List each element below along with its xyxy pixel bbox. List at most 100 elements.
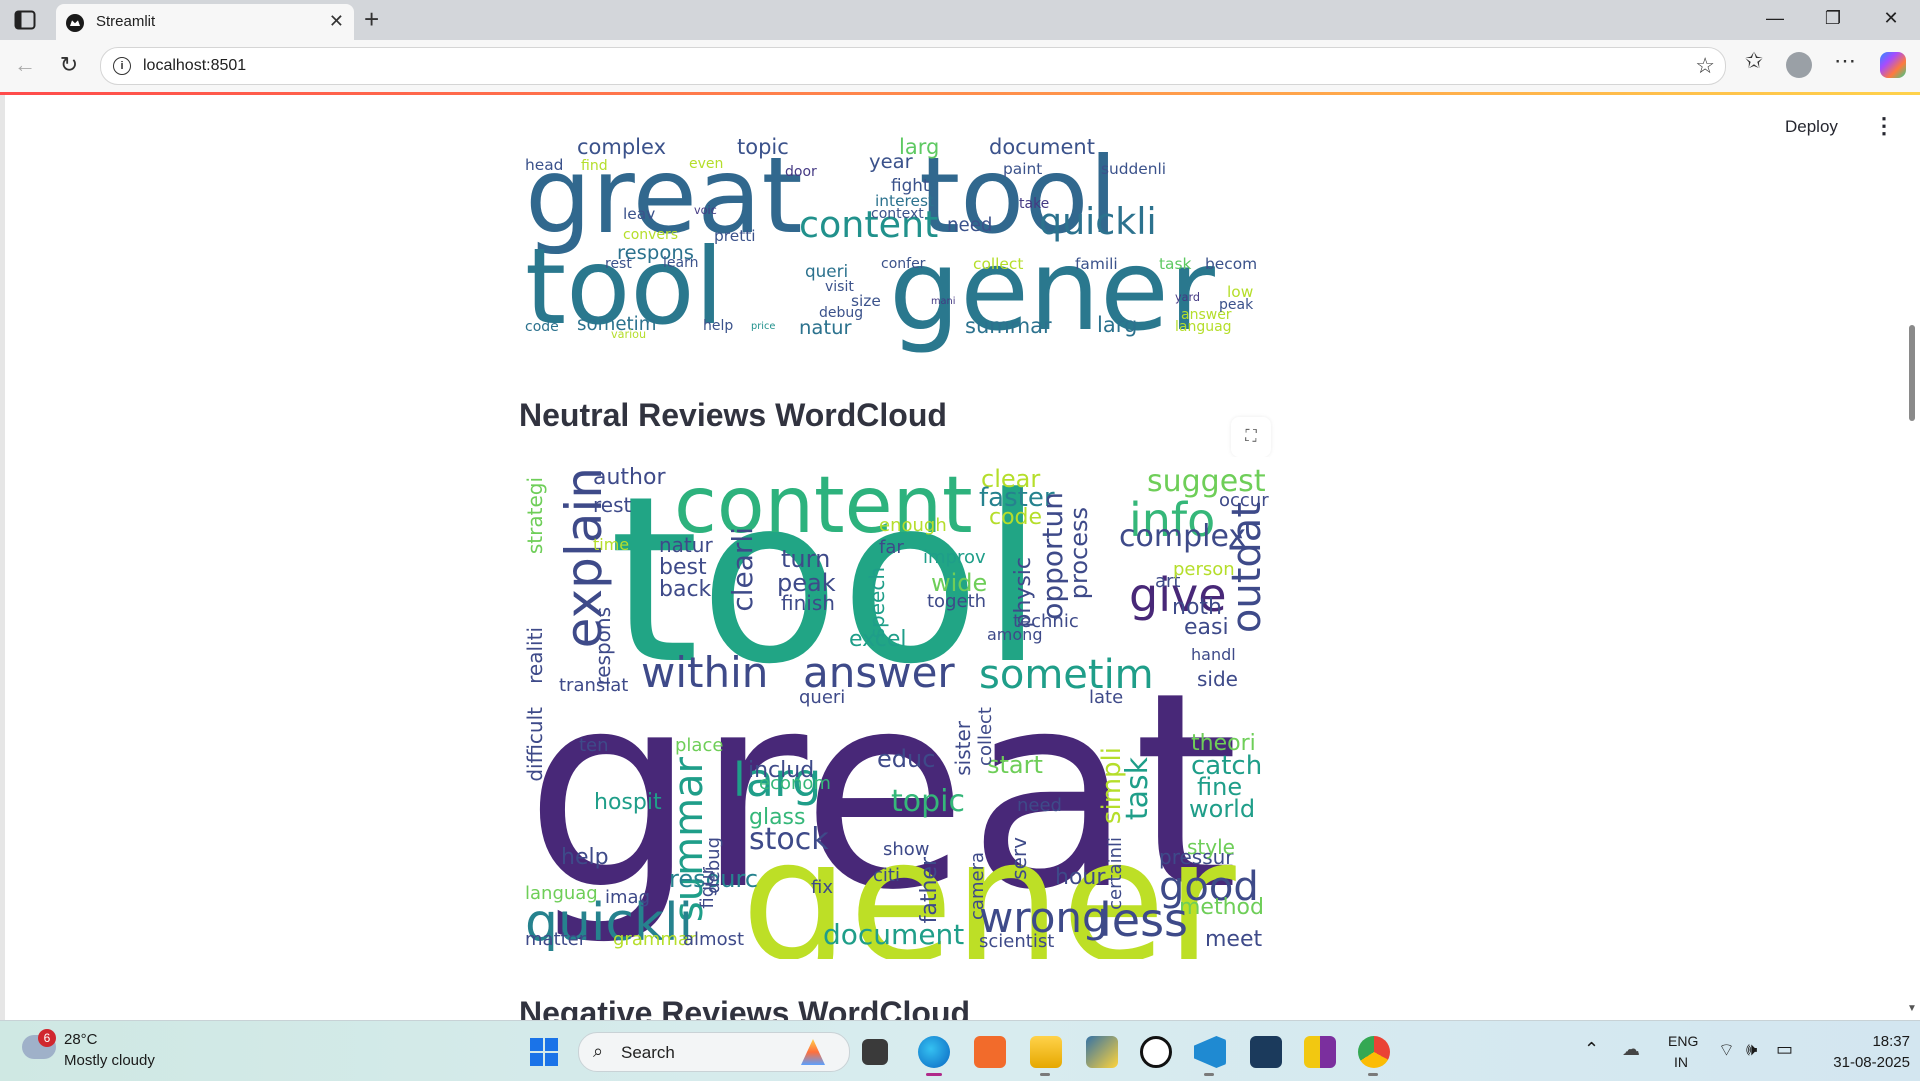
wordcloud-word: interest xyxy=(875,192,935,211)
wordcloud-word: tool xyxy=(919,135,1118,257)
profile-avatar-icon[interactable] xyxy=(1786,52,1812,78)
wordcloud-word: collect xyxy=(973,255,1024,274)
restore-icon[interactable]: ❐ xyxy=(1824,8,1842,28)
wordcloud-word: hour xyxy=(1055,865,1106,890)
wifi-icon[interactable]: ⌔ xyxy=(1718,1040,1735,1060)
terminal-app-icon[interactable] xyxy=(1250,1036,1282,1068)
wordcloud-word: almost xyxy=(683,929,745,950)
wordcloud-word: within xyxy=(641,648,769,697)
windows-start-icon[interactable] xyxy=(530,1038,558,1066)
more-options-icon[interactable]: ⋯ xyxy=(1834,48,1856,73)
wordcloud-word: sometim xyxy=(577,314,657,336)
wordcloud-word: document xyxy=(989,135,1095,159)
wordcloud-word: clearli xyxy=(726,527,759,612)
wordcloud-word: ten xyxy=(579,735,609,756)
wordcloud-word: content xyxy=(674,461,973,551)
wordcloud-word: realiti xyxy=(523,627,547,684)
tray-overflow-chevron-icon[interactable]: ⌃ xyxy=(1584,1039,1600,1059)
wordcloud-word: among xyxy=(987,625,1043,644)
vscode-icon[interactable] xyxy=(1194,1036,1226,1068)
wordcloud-word: tool xyxy=(609,457,1045,715)
onedrive-error-icon[interactable]: ☁ xyxy=(1622,1039,1640,1059)
wordcloud-word: father xyxy=(917,857,942,924)
wordcloud-word: style xyxy=(1187,835,1235,859)
address-bar[interactable]: i localhost:8501 ☆ xyxy=(100,47,1726,85)
copilot-icon[interactable] xyxy=(1880,52,1906,78)
wordcloud-word: collect xyxy=(975,707,996,766)
new-tab-button[interactable]: + xyxy=(364,4,380,34)
wordcloud-word: take xyxy=(1019,195,1050,212)
postman-icon[interactable] xyxy=(974,1036,1006,1068)
tab-close-icon[interactable]: ✕ xyxy=(328,11,344,31)
chrome-icon[interactable] xyxy=(1358,1036,1390,1068)
back-arrow-icon[interactable]: ← xyxy=(14,52,36,77)
chatgpt-icon[interactable] xyxy=(1140,1036,1172,1068)
weather-badge: 6 xyxy=(38,1029,56,1047)
browser-toolbar: ← ↻ i localhost:8501 ☆ ✩ ⋯ xyxy=(0,40,1920,92)
browser-titlebar: Streamlit ✕ + — ❐ ✕ xyxy=(0,0,1920,40)
search-icon: ⌕ xyxy=(593,1041,604,1061)
wordcloud-word: scientist xyxy=(979,931,1055,952)
wordcloud-word: wide xyxy=(931,569,988,597)
clock-time[interactable]: 18:37 xyxy=(1872,1033,1910,1050)
wordcloud-word: good xyxy=(1159,864,1259,910)
scrollbar-thumb[interactable] xyxy=(1909,325,1915,421)
favorites-icon[interactable]: ✩ xyxy=(1744,48,1764,73)
deploy-button[interactable]: Deploy xyxy=(1785,117,1838,136)
favorite-star-icon[interactable]: ☆ xyxy=(1695,53,1715,78)
window-close-icon[interactable]: ✕ xyxy=(1883,8,1899,28)
wordcloud-word: author xyxy=(593,465,666,490)
wordcloud-word: quickli xyxy=(525,893,694,953)
minimize-icon[interactable]: — xyxy=(1766,8,1784,28)
language-region[interactable]: IN xyxy=(1674,1054,1688,1070)
reload-icon[interactable]: ↻ xyxy=(59,52,79,77)
wordcloud-word: task xyxy=(1159,255,1192,274)
wordcloud-word: suggest xyxy=(1147,464,1266,499)
wordcloud-word: convers xyxy=(623,227,679,243)
wordcloud-word: sister xyxy=(951,721,975,776)
python-icon[interactable] xyxy=(1086,1036,1118,1068)
scroll-down-arrow-icon[interactable]: ▼ xyxy=(1907,1003,1917,1014)
wordcloud-word: natur xyxy=(799,315,852,339)
wordcloud-word: start xyxy=(987,751,1043,779)
site-info-icon[interactable]: i xyxy=(113,57,131,75)
wordcloud-word: pretti xyxy=(714,227,756,246)
wordcloud-word: educ xyxy=(877,745,936,773)
wordcloud-word: peak xyxy=(1219,297,1254,313)
url-text[interactable]: localhost:8501 xyxy=(143,57,247,74)
streamlit-favicon-icon xyxy=(66,14,84,32)
wordcloud-word: door xyxy=(785,164,817,180)
language-code[interactable]: ENG xyxy=(1668,1033,1699,1049)
clock-date[interactable]: 31-08-2025 xyxy=(1833,1054,1910,1071)
powerbi-icon[interactable] xyxy=(1304,1036,1336,1068)
task-view-icon[interactable] xyxy=(862,1039,888,1065)
battery-icon[interactable]: ▭ xyxy=(1776,1039,1794,1059)
wordcloud-word: imag xyxy=(605,887,650,908)
taskbar-search[interactable]: ⌕ Search xyxy=(578,1032,850,1072)
wordcloud-word: languag xyxy=(525,883,598,904)
wordcloud-word: figur xyxy=(697,867,718,909)
wordcloud-word: simpli xyxy=(1097,747,1127,825)
wordcloud-word: great xyxy=(525,634,1239,949)
wordcloud-word: fine xyxy=(1197,773,1243,801)
explorer-running-indicator xyxy=(1040,1073,1050,1076)
wordcloud-word: even xyxy=(689,155,724,172)
wordcloud-word: natur xyxy=(659,533,713,557)
browser-tab-streamlit[interactable]: Streamlit ✕ xyxy=(56,4,354,40)
volume-icon[interactable]: 🕪 xyxy=(1746,1039,1758,1059)
vscode-running-indicator xyxy=(1204,1073,1214,1076)
tab-actions-icon[interactable] xyxy=(14,10,36,30)
wordcloud-word: occur xyxy=(1219,490,1269,511)
wordcloud-word: larg xyxy=(733,753,822,807)
fullscreen-icon[interactable]: ⛶ xyxy=(1231,417,1271,457)
edge-icon[interactable] xyxy=(918,1036,950,1068)
weather-temperature[interactable]: 28°C xyxy=(64,1031,98,1048)
weather-description[interactable]: Mostly cloudy xyxy=(64,1052,155,1069)
file-explorer-icon[interactable] xyxy=(1030,1036,1062,1068)
wordcloud-word: clear xyxy=(981,465,1041,493)
main-menu-icon[interactable]: ⋮ xyxy=(1873,113,1895,138)
edge-running-indicator xyxy=(926,1073,942,1076)
wordcloud-word: famili xyxy=(1075,255,1118,274)
wordcloud-word: fix xyxy=(811,877,833,898)
windows-taskbar: 6 28°C Mostly cloudy ⌕ Search ⌃ ☁ ENG IN… xyxy=(0,1020,1920,1081)
